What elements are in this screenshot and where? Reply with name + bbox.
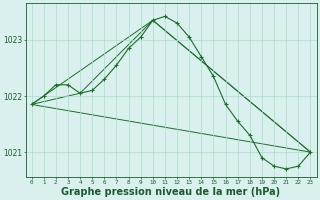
X-axis label: Graphe pression niveau de la mer (hPa): Graphe pression niveau de la mer (hPa) — [61, 187, 281, 197]
